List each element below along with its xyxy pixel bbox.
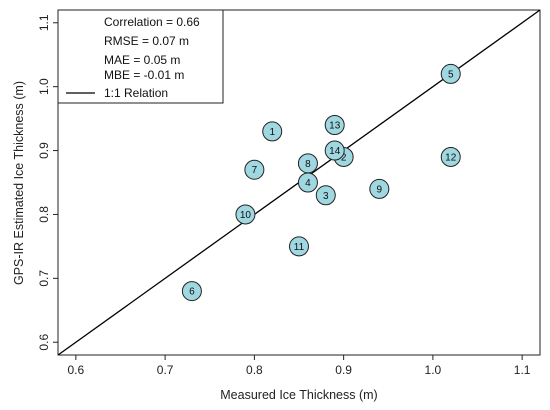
x-tick-label: 1.0 — [425, 363, 442, 377]
x-tick-label: 0.9 — [335, 363, 352, 377]
data-point-marker — [244, 159, 265, 180]
legend-line-label: 1:1 Relation — [104, 86, 168, 100]
data-point-label: 12 — [445, 152, 457, 163]
data-point-label: 8 — [305, 159, 311, 170]
data-point-marker — [181, 281, 202, 302]
data-point: 14 — [324, 140, 345, 161]
data-point: 10 — [235, 204, 256, 225]
data-point: 4 — [297, 172, 318, 193]
data-point: 3 — [315, 185, 336, 206]
data-point-marker — [324, 140, 345, 161]
y-tick-label: 0.7 — [37, 270, 51, 287]
data-point-marker — [440, 63, 461, 84]
x-axis-title: Measured Ice Thickness (m) — [220, 388, 377, 402]
data-point-label: 10 — [240, 210, 252, 221]
x-tick-label: 1.1 — [514, 363, 531, 377]
data-point-label: 9 — [377, 184, 383, 195]
data-point-marker — [324, 115, 345, 135]
data-point-label: 4 — [305, 178, 311, 189]
y-tick-label: 1.1 — [37, 14, 51, 31]
y-tick-label: 0.8 — [37, 206, 51, 223]
data-point: 5 — [440, 63, 461, 84]
legend-box — [57, 9, 224, 104]
data-point-marker — [297, 153, 318, 174]
y-tick-label: 0.6 — [37, 334, 51, 351]
data-point: 13 — [324, 115, 345, 135]
legend: Correlation = 0.66 RMSE = 0.07 m MAE = 0… — [57, 9, 224, 104]
data-point-label: 2 — [341, 152, 347, 163]
data-point-marker — [289, 236, 309, 257]
data-point: 6 — [181, 281, 202, 302]
x-tick-label: 0.6 — [68, 363, 85, 377]
data-point-label: 3 — [323, 191, 329, 202]
x-tick-label: 0.8 — [246, 363, 263, 377]
legend-stat-rmse: RMSE = 0.07 m — [104, 34, 189, 48]
data-point-marker — [315, 185, 336, 206]
x-axis: 0.6 0.7 0.8 0.9 1.0 1.1 — [68, 355, 531, 377]
y-tick-label: 1.0 — [37, 78, 51, 95]
data-point-label: 7 — [252, 165, 258, 176]
data-point-marker — [235, 204, 256, 225]
data-point-marker — [440, 146, 461, 167]
legend-stat-mbe: MBE = -0.01 m — [104, 68, 184, 82]
data-point: 7 — [244, 159, 265, 180]
data-point-label: 5 — [448, 69, 454, 80]
data-point-label: 13 — [329, 121, 341, 132]
data-point: 1 — [262, 121, 283, 142]
y-tick-label: 0.9 — [37, 142, 51, 159]
y-axis-title: GPS-IR Estimated Ice Thickness (m) — [12, 81, 26, 285]
legend-stat-correlation: Correlation = 0.66 — [104, 15, 200, 29]
data-point-label: 11 — [294, 242, 305, 253]
data-point: 11 — [289, 236, 309, 257]
data-point: 8 — [297, 153, 318, 174]
data-point-label: 1 — [269, 127, 275, 138]
legend-stat-mae: MAE = 0.05 m — [104, 53, 180, 67]
data-point-label: 6 — [189, 287, 195, 298]
x-tick-label: 0.7 — [157, 363, 174, 377]
data-point: 9 — [369, 178, 390, 199]
y-axis: 0.6 0.7 0.8 0.9 1.0 1.1 — [37, 14, 58, 351]
data-point: 12 — [440, 146, 461, 167]
data-point-marker — [369, 178, 390, 199]
plot-area-frame — [57, 9, 541, 356]
data-point-marker — [262, 121, 283, 142]
data-point-label: 14 — [329, 146, 341, 157]
